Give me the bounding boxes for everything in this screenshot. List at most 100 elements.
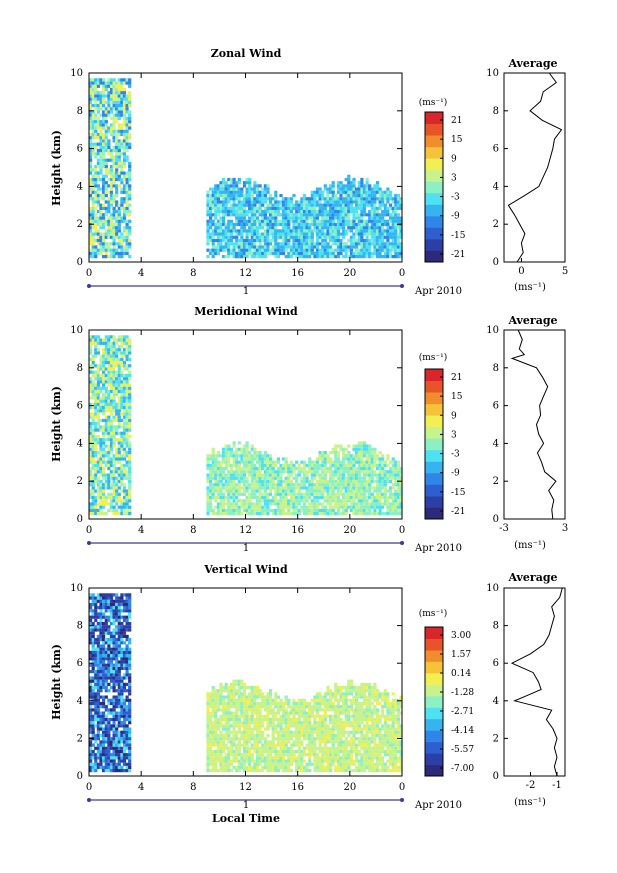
heat-cell bbox=[245, 197, 249, 201]
heat-cell bbox=[232, 194, 236, 198]
heat-cell bbox=[276, 229, 280, 233]
heat-cell bbox=[271, 495, 275, 500]
heat-cell bbox=[381, 512, 385, 516]
heat-cell bbox=[109, 87, 114, 92]
heat-cell bbox=[339, 483, 343, 487]
heat-cell bbox=[89, 489, 93, 493]
heat-cell bbox=[255, 197, 260, 201]
heat-cell bbox=[360, 213, 364, 217]
heat-cell bbox=[214, 505, 218, 509]
heat-cell bbox=[96, 232, 100, 236]
heat-cell bbox=[287, 470, 291, 474]
heat-cell bbox=[357, 248, 361, 252]
heat-cell bbox=[318, 248, 322, 252]
heat-cell bbox=[240, 216, 244, 220]
heat-cell bbox=[99, 145, 103, 149]
heat-cell bbox=[117, 765, 121, 769]
heat-cell bbox=[323, 197, 327, 201]
heat-cell bbox=[117, 152, 121, 156]
heat-cell bbox=[112, 689, 116, 693]
heat-cell bbox=[253, 476, 257, 480]
heat-cell bbox=[94, 711, 98, 715]
heat-cell bbox=[360, 222, 364, 227]
heat-cell bbox=[235, 181, 239, 185]
y-tick-label: 8 bbox=[77, 363, 83, 374]
heat-cell bbox=[245, 512, 249, 516]
heat-cell bbox=[102, 104, 106, 108]
heat-cell bbox=[104, 373, 108, 377]
heat-cell bbox=[261, 219, 265, 223]
heat-cell bbox=[313, 216, 317, 220]
heat-cell bbox=[115, 670, 119, 674]
heat-cell bbox=[373, 447, 377, 451]
heat-cell bbox=[240, 248, 244, 252]
heat-cell bbox=[99, 676, 103, 680]
heat-cell bbox=[117, 753, 121, 757]
heat-cell bbox=[391, 460, 395, 464]
heat-cell bbox=[96, 451, 100, 455]
x-tick-label: 16 bbox=[291, 525, 304, 536]
heat-cell bbox=[125, 145, 129, 149]
heat-cell bbox=[109, 251, 114, 255]
heat-cell bbox=[287, 200, 291, 204]
heat-cell bbox=[91, 126, 95, 130]
heat-cell bbox=[253, 251, 257, 255]
heat-cell bbox=[250, 206, 254, 210]
heat-cell bbox=[339, 467, 343, 471]
heat-cell bbox=[112, 486, 116, 490]
heat-cell bbox=[266, 229, 270, 233]
heat-cell bbox=[399, 229, 403, 233]
heat-cell bbox=[360, 203, 364, 207]
heat-cell bbox=[253, 489, 257, 493]
heat-cell bbox=[224, 232, 228, 236]
heat-cell bbox=[282, 197, 286, 201]
heat-cell bbox=[219, 216, 223, 220]
heat-cell bbox=[334, 454, 338, 458]
heat-cell bbox=[120, 197, 124, 201]
heat-cell bbox=[117, 367, 121, 371]
heat-cell bbox=[104, 606, 108, 610]
heat-cell bbox=[112, 126, 116, 130]
x-tick-label: 20 bbox=[343, 268, 356, 279]
heat-cell bbox=[125, 222, 129, 227]
heat-cell bbox=[120, 470, 124, 474]
heat-cell bbox=[99, 727, 103, 731]
heat-cell bbox=[342, 483, 346, 487]
heat-cell bbox=[94, 344, 98, 349]
heat-cell bbox=[91, 203, 95, 207]
heat-cell bbox=[269, 248, 273, 252]
heat-cell bbox=[394, 222, 398, 227]
heat-cell bbox=[89, 721, 93, 725]
heat-cell bbox=[240, 451, 244, 455]
heat-cell bbox=[279, 486, 283, 490]
colorbar-segment bbox=[425, 112, 443, 124]
heat-cell bbox=[365, 467, 369, 471]
heat-cell bbox=[96, 78, 100, 82]
heat-cell bbox=[107, 631, 111, 635]
heat-cell bbox=[305, 245, 309, 249]
heat-cell bbox=[125, 197, 129, 201]
heat-cell bbox=[89, 657, 93, 661]
heat-cell bbox=[232, 210, 236, 214]
heat-cell bbox=[250, 489, 254, 493]
heat-cell bbox=[235, 187, 239, 191]
heat-cell bbox=[248, 451, 252, 455]
heat-cell bbox=[347, 499, 351, 503]
heat-cell bbox=[112, 380, 116, 384]
heat-cell bbox=[248, 467, 252, 471]
heat-cell bbox=[102, 615, 106, 619]
heat-cell bbox=[117, 721, 121, 725]
heat-cell bbox=[360, 235, 364, 239]
heat-cell bbox=[242, 181, 247, 185]
heat-cell bbox=[115, 81, 119, 85]
heat-cell bbox=[255, 495, 260, 500]
heat-cell bbox=[122, 184, 127, 188]
heat-cell bbox=[104, 650, 108, 654]
heat-cell bbox=[109, 229, 114, 233]
heat-cell bbox=[107, 383, 111, 387]
heat-cell bbox=[336, 463, 340, 467]
heat-cell bbox=[365, 184, 369, 188]
heat-cell bbox=[102, 721, 106, 725]
heat-cell bbox=[370, 222, 374, 227]
heat-cell bbox=[276, 222, 280, 227]
